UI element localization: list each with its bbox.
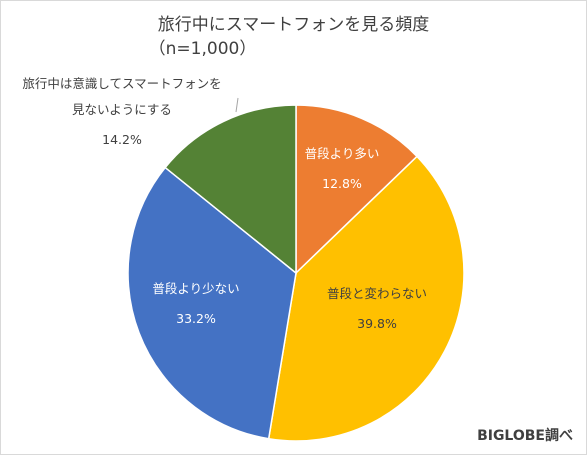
slice-2-label: 普段と変わらない 39.8% xyxy=(327,286,427,331)
slice-4-leader-line xyxy=(235,97,239,113)
slice-1-label: 普段より多い 12.8% xyxy=(305,146,380,191)
slice-3-value-label: 33.2% xyxy=(176,311,216,326)
slice-2-category-label: 普段と変わらない xyxy=(327,286,427,301)
pie-slice-4 xyxy=(164,104,297,275)
slice-1-value-label: 12.8% xyxy=(322,176,362,191)
pie-slice-1 xyxy=(295,104,419,275)
pie-slice-3 xyxy=(127,166,297,440)
slice-2-value-label: 39.8% xyxy=(357,316,397,331)
slice-3-category-label: 普段より少ない xyxy=(152,281,239,296)
slice-4-category-label: 旅行中は意識してスマートフォンを xyxy=(22,76,221,91)
source-credit: BIGLOBE調べ xyxy=(477,428,573,444)
chart-subtitle: （n=1,000） xyxy=(148,39,257,59)
slice-3-label: 普段より少ない 33.2% xyxy=(152,281,239,326)
chart-title: 旅行中にスマートフォンを見る頻度 xyxy=(157,15,430,35)
pie-slice-2 xyxy=(267,155,465,442)
slice-1-category-label: 普段より多い xyxy=(305,146,380,161)
slice-4-category-label: 見ないようにする xyxy=(72,102,172,117)
slice-4-value-label: 14.2% xyxy=(102,132,142,147)
